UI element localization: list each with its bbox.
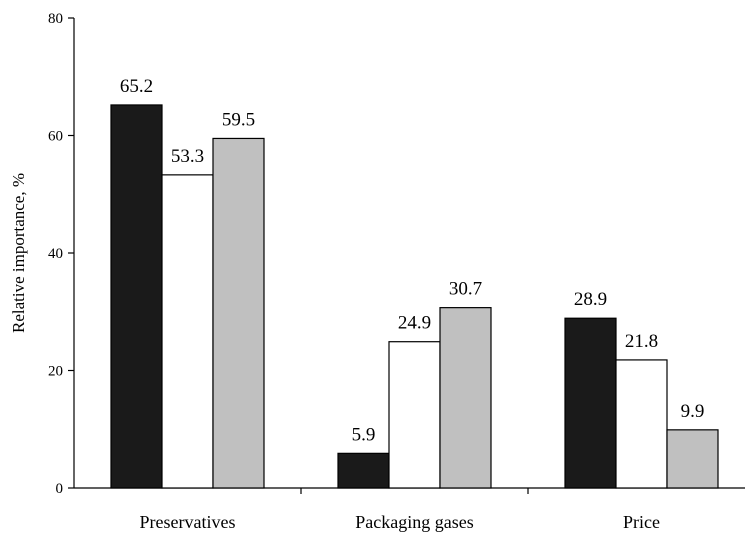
bar bbox=[161, 174, 214, 489]
bar bbox=[212, 137, 265, 489]
bar bbox=[666, 429, 719, 489]
y-tick-label: 0 bbox=[56, 481, 64, 497]
bar bbox=[439, 307, 492, 489]
y-axis: 0 20 40 60 80 Relative importance, % bbox=[9, 11, 75, 497]
y-tick-label: 20 bbox=[48, 364, 63, 380]
y-ticks: 0 20 40 60 80 bbox=[48, 11, 74, 497]
y-tick-label: 40 bbox=[48, 246, 63, 262]
y-tick-label: 60 bbox=[48, 129, 63, 145]
data-label: 30.7 bbox=[449, 279, 482, 300]
bar bbox=[337, 452, 390, 489]
x-category-label: Preservatives bbox=[140, 512, 236, 532]
data-labels: 65.2 53.3 59.5 5.9 24.9 30.7 28.9 21.8 9.9 bbox=[120, 76, 705, 445]
bar bbox=[564, 317, 617, 489]
data-label: 65.2 bbox=[120, 76, 153, 97]
bar bbox=[110, 104, 163, 489]
bar bbox=[388, 341, 441, 489]
x-category-label: Packaging gases bbox=[355, 512, 473, 532]
bars bbox=[110, 104, 719, 489]
x-axis: Preservatives Packaging gases Price bbox=[74, 487, 745, 532]
data-label: 53.3 bbox=[171, 146, 204, 167]
data-label: 5.9 bbox=[352, 424, 376, 445]
data-label: 9.9 bbox=[681, 401, 705, 422]
x-ticks: Preservatives Packaging gases Price bbox=[140, 488, 660, 532]
y-axis-title: Relative importance, % bbox=[9, 173, 28, 333]
x-category-label: Price bbox=[623, 512, 660, 532]
data-label: 21.8 bbox=[625, 331, 658, 352]
y-tick-label: 80 bbox=[48, 11, 63, 27]
bar bbox=[615, 359, 668, 489]
data-label: 24.9 bbox=[398, 313, 431, 334]
data-label: 28.9 bbox=[574, 289, 607, 310]
data-label: 59.5 bbox=[222, 109, 255, 130]
